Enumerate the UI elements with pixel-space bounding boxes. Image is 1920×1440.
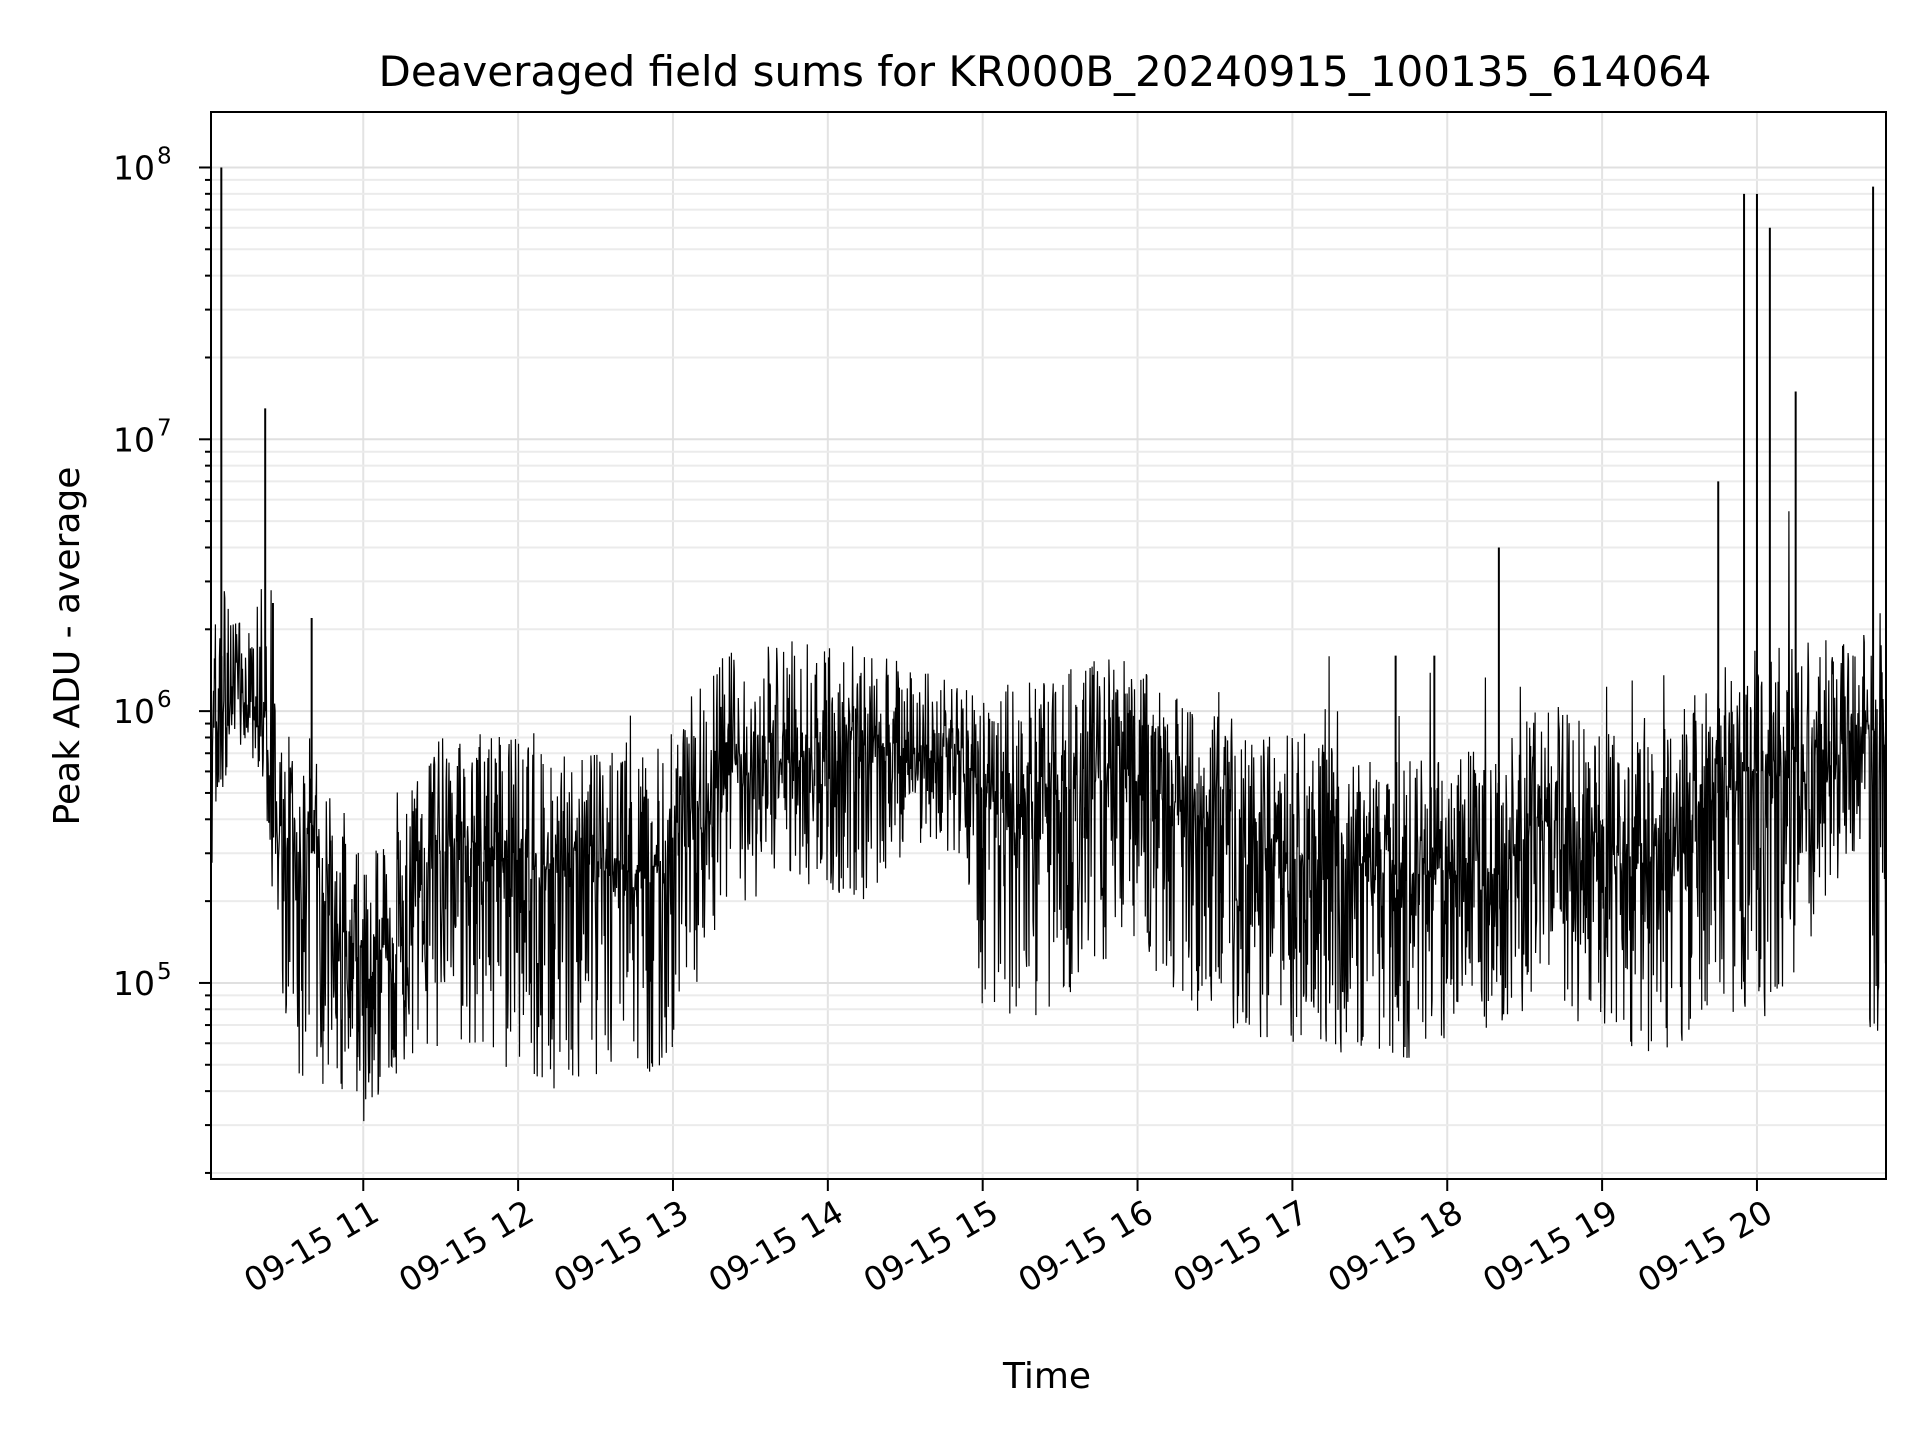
y-tick-exponent: 7 [157, 415, 172, 441]
series-line [210, 511, 1887, 1122]
y-tick-exponent: 6 [157, 687, 172, 713]
series-trace [210, 167, 1887, 1122]
y-tick-exponent: 8 [157, 143, 172, 169]
y-axis-label: Peak ADU - average [47, 467, 88, 826]
plot-frame [210, 111, 1887, 1180]
y-tick-label: 10 [113, 148, 155, 187]
chart-title: Deaveraged field sums for KR000B_2024091… [379, 47, 1712, 96]
y-tick-exponent: 5 [157, 959, 172, 985]
y-tick-label: 10 [113, 692, 155, 731]
x-axis-label: Time [1002, 1356, 1091, 1397]
y-tick-label: 10 [113, 964, 155, 1003]
y-tick-label: 10 [113, 420, 155, 459]
